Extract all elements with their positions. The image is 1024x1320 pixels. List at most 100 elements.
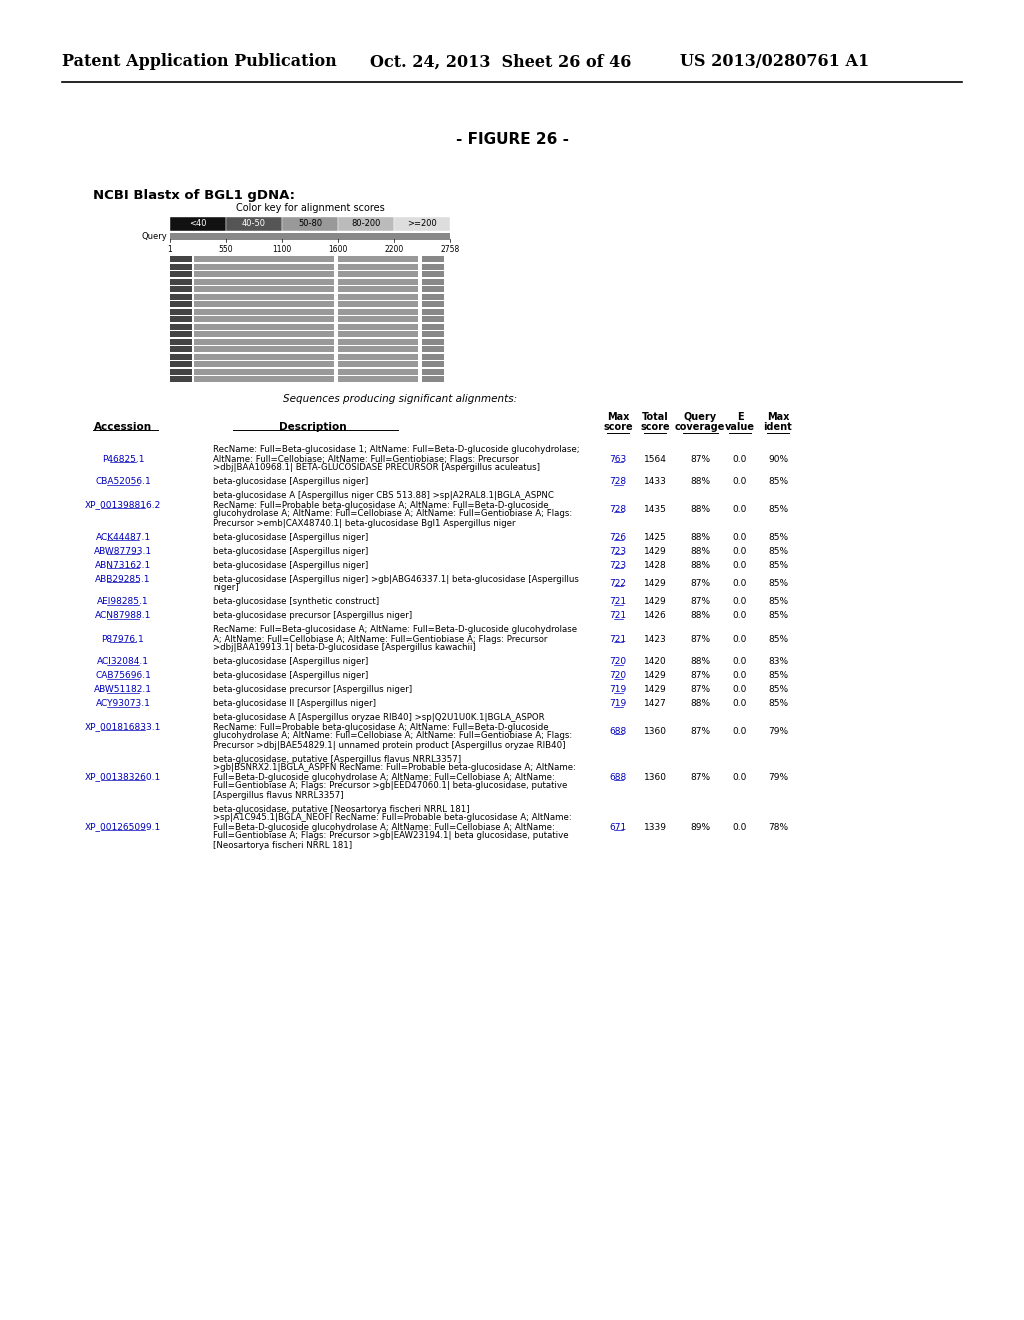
- Text: XP_001265099.1: XP_001265099.1: [85, 822, 161, 832]
- Text: ACK44487.1: ACK44487.1: [95, 532, 151, 541]
- Text: XP_001816833.1: XP_001816833.1: [85, 722, 161, 731]
- Text: 88%: 88%: [690, 532, 710, 541]
- Text: 87%: 87%: [690, 635, 710, 644]
- Text: 0.0: 0.0: [733, 598, 748, 606]
- Text: 719: 719: [609, 700, 627, 709]
- Text: 0.0: 0.0: [733, 672, 748, 681]
- Text: 79%: 79%: [768, 772, 788, 781]
- Text: 88%: 88%: [690, 700, 710, 709]
- Text: 85%: 85%: [768, 561, 788, 569]
- Text: Max: Max: [607, 412, 629, 421]
- Bar: [170, 216, 226, 231]
- Bar: [194, 256, 334, 261]
- Bar: [194, 323, 334, 330]
- Bar: [422, 346, 444, 352]
- Text: Full=Beta-D-glucoside glucohydrolase A; AltName: Full=Cellobiase A; AltName:: Full=Beta-D-glucoside glucohydrolase A; …: [213, 772, 555, 781]
- Bar: [422, 368, 444, 375]
- Bar: [194, 354, 334, 359]
- Text: 1600: 1600: [329, 244, 348, 253]
- Text: 1435: 1435: [643, 506, 667, 513]
- Bar: [422, 323, 444, 330]
- Text: 728: 728: [609, 478, 627, 487]
- Bar: [338, 323, 418, 330]
- Text: 1564: 1564: [643, 454, 667, 463]
- Bar: [194, 376, 334, 381]
- Text: 89%: 89%: [690, 822, 710, 832]
- Bar: [422, 256, 444, 261]
- Text: 85%: 85%: [768, 672, 788, 681]
- Bar: [170, 234, 450, 240]
- Text: 0.0: 0.0: [733, 532, 748, 541]
- Text: 85%: 85%: [768, 546, 788, 556]
- Text: Sequences producing significant alignments:: Sequences producing significant alignmen…: [283, 395, 517, 404]
- Text: 87%: 87%: [690, 772, 710, 781]
- Text: 720: 720: [609, 672, 627, 681]
- Text: 671: 671: [609, 822, 627, 832]
- Text: [Neosartorya fischeri NRRL 181]: [Neosartorya fischeri NRRL 181]: [213, 841, 352, 850]
- Text: 40-50: 40-50: [242, 219, 266, 228]
- Text: 87%: 87%: [690, 685, 710, 694]
- Text: 688: 688: [609, 727, 627, 737]
- Text: 0.0: 0.0: [733, 561, 748, 569]
- Text: 723: 723: [609, 546, 627, 556]
- Bar: [194, 309, 334, 314]
- Bar: [422, 338, 444, 345]
- Bar: [338, 293, 418, 300]
- Bar: [338, 354, 418, 359]
- Text: >dbj|BAA10968.1| BETA-GLUCOSIDASE PRECURSOR [Aspergillus aculeatus]: >dbj|BAA10968.1| BETA-GLUCOSIDASE PRECUR…: [213, 463, 540, 473]
- Text: Full=Gentiobiase A; Flags: Precursor >gb|EED47060.1| beta-glucosidase, putative: Full=Gentiobiase A; Flags: Precursor >gb…: [213, 781, 567, 791]
- Bar: [170, 376, 193, 381]
- Text: 85%: 85%: [768, 579, 788, 587]
- Text: 1433: 1433: [643, 478, 667, 487]
- Bar: [338, 368, 418, 375]
- Bar: [338, 301, 418, 308]
- Text: 720: 720: [609, 657, 627, 667]
- Text: [Aspergillus flavus NRRL3357]: [Aspergillus flavus NRRL3357]: [213, 791, 344, 800]
- Text: 87%: 87%: [690, 579, 710, 587]
- Text: RecName: Full=Beta-glucosidase 1; AltName: Full=Beta-D-glucoside glucohydrolase;: RecName: Full=Beta-glucosidase 1; AltNam…: [213, 446, 580, 454]
- Bar: [338, 216, 394, 231]
- Text: 2758: 2758: [440, 244, 460, 253]
- Bar: [170, 360, 193, 367]
- Text: >dbj|BAA19913.1| beta-D-glucosidase [Aspergillus kawachii]: >dbj|BAA19913.1| beta-D-glucosidase [Asp…: [213, 644, 476, 652]
- Text: beta-glucosidase precursor [Aspergillus niger]: beta-glucosidase precursor [Aspergillus …: [213, 685, 412, 694]
- Bar: [422, 309, 444, 314]
- Text: 0.0: 0.0: [733, 700, 748, 709]
- Text: Query: Query: [141, 232, 167, 242]
- Text: 0.0: 0.0: [733, 822, 748, 832]
- Text: XP_001398816.2: XP_001398816.2: [85, 500, 161, 510]
- Text: 0.0: 0.0: [733, 546, 748, 556]
- Text: 83%: 83%: [768, 657, 788, 667]
- Text: <40: <40: [189, 219, 207, 228]
- Text: 688: 688: [609, 772, 627, 781]
- Text: 0.0: 0.0: [733, 635, 748, 644]
- Text: niger]: niger]: [213, 583, 239, 593]
- Bar: [338, 309, 418, 314]
- Text: 0.0: 0.0: [733, 506, 748, 513]
- Text: 1428: 1428: [644, 561, 667, 569]
- Text: 723: 723: [609, 561, 627, 569]
- Bar: [194, 264, 334, 269]
- Text: 0.0: 0.0: [733, 579, 748, 587]
- Bar: [170, 331, 193, 337]
- Text: 85%: 85%: [768, 532, 788, 541]
- Text: 88%: 88%: [690, 561, 710, 569]
- Bar: [282, 216, 338, 231]
- Bar: [338, 376, 418, 381]
- Text: 0.0: 0.0: [733, 611, 748, 620]
- Bar: [338, 279, 418, 285]
- Text: beta-glucosidase [Aspergillus niger]: beta-glucosidase [Aspergillus niger]: [213, 657, 369, 667]
- Bar: [170, 346, 193, 352]
- Text: 88%: 88%: [690, 478, 710, 487]
- Bar: [338, 360, 418, 367]
- Text: 2200: 2200: [384, 244, 403, 253]
- Text: 87%: 87%: [690, 454, 710, 463]
- Bar: [170, 264, 193, 269]
- Text: Precursor >emb|CAX48740.1| beta-glucosidase Bgl1 Aspergillus niger: Precursor >emb|CAX48740.1| beta-glucosid…: [213, 519, 515, 528]
- Text: 1429: 1429: [644, 546, 667, 556]
- Text: ACN87988.1: ACN87988.1: [95, 611, 152, 620]
- Text: 1429: 1429: [644, 598, 667, 606]
- Bar: [338, 286, 418, 292]
- Text: ABW51182.1: ABW51182.1: [94, 685, 152, 694]
- Text: 85%: 85%: [768, 611, 788, 620]
